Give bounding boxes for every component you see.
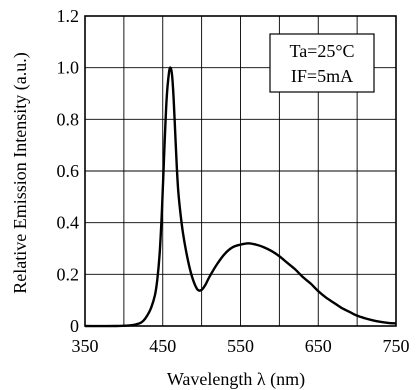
- tick-labels: 0 0.2 0.4 0.6 0.8 1.0 1.2 350 450 550 650 750: [57, 6, 410, 356]
- plot-frame: [84, 15, 397, 327]
- y-tick-label: 0.8: [57, 109, 80, 129]
- x-tick-label: 750: [383, 336, 410, 356]
- annotation-box: Ta=25°C IF=5mA: [269, 33, 375, 93]
- y-tick-label: 0.6: [57, 161, 80, 181]
- emission-spectrum-line: [84, 66, 397, 328]
- x-tick-label: 350: [72, 336, 99, 356]
- annotation-temperature: Ta=25°C: [289, 41, 354, 61]
- annotation-frame: [269, 33, 375, 93]
- y-tick-label: 1.2: [57, 6, 80, 26]
- annotation-current: IF=5mA: [291, 66, 353, 86]
- x-axis-title: Wavelength λ (nm): [167, 369, 305, 390]
- y-tick-label: 0: [70, 316, 79, 336]
- x-tick-label: 550: [227, 336, 254, 356]
- x-tick-label: 450: [149, 336, 176, 356]
- y-tick-label: 1.0: [57, 58, 80, 78]
- y-tick-label: 0.4: [57, 213, 80, 233]
- x-tick-label: 650: [305, 336, 332, 356]
- curve-layer: [84, 66, 397, 328]
- y-tick-label: 0.2: [57, 264, 80, 284]
- y-axis-title: Relative Emission Intensity (a.u.): [10, 52, 31, 293]
